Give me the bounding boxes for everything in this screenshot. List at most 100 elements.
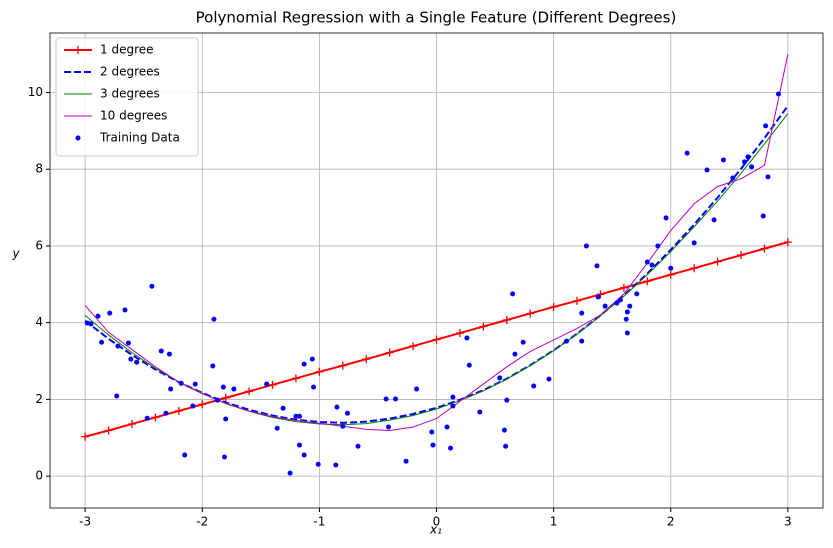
- data-point: [627, 303, 633, 309]
- data-point: [231, 386, 237, 392]
- data-point: [311, 384, 317, 390]
- data-point: [287, 470, 293, 476]
- data-point: [504, 397, 510, 403]
- data-point: [128, 356, 134, 362]
- data-point: [301, 452, 307, 458]
- data-point: [602, 303, 608, 309]
- marker: [690, 264, 699, 273]
- data-point: [385, 424, 391, 430]
- marker: [455, 329, 464, 338]
- legend-label: 10 degrees: [100, 109, 167, 123]
- marker: [268, 380, 277, 389]
- data-point: [450, 403, 456, 409]
- data-point: [649, 262, 655, 268]
- data-point: [293, 413, 299, 419]
- data-point: [624, 330, 630, 336]
- x-tick-label: -3: [79, 515, 91, 529]
- data-point: [309, 356, 315, 362]
- data-point: [166, 351, 172, 357]
- x-tick-label: 0: [433, 515, 441, 529]
- data-point: [393, 396, 399, 402]
- data-point: [617, 297, 623, 303]
- data-point: [775, 91, 781, 97]
- series-line: [84, 105, 789, 424]
- data-point: [595, 294, 601, 300]
- data-point: [211, 316, 217, 322]
- data-point: [220, 384, 226, 390]
- marker: [619, 283, 628, 292]
- data-point: [644, 259, 650, 265]
- data-point: [223, 416, 229, 422]
- data-point: [624, 309, 630, 315]
- data-point: [623, 316, 629, 322]
- marker: [502, 315, 511, 324]
- data-point: [444, 424, 450, 430]
- data-point: [264, 381, 270, 387]
- data-point: [510, 291, 516, 297]
- y-tick-label: 6: [35, 238, 43, 252]
- data-point: [448, 445, 454, 451]
- data-point: [429, 429, 435, 435]
- data-point: [383, 396, 389, 402]
- data-point: [564, 338, 570, 344]
- y-tick-label: 4: [35, 315, 43, 329]
- y-axis-label: y: [11, 247, 20, 261]
- legend: 1 degree 2 degrees 3 degrees 10 degrees Trai…: [55, 37, 199, 157]
- marker: [409, 342, 418, 351]
- marker: [362, 355, 371, 364]
- data-point: [99, 339, 105, 345]
- data-point: [594, 263, 600, 269]
- data-point: [192, 381, 198, 387]
- data-point: [114, 393, 120, 399]
- y-tick-label: 2: [35, 392, 43, 406]
- data-point: [414, 386, 420, 392]
- data-point: [214, 397, 220, 403]
- data-point: [711, 217, 717, 223]
- marker: [666, 270, 675, 279]
- marker: [760, 244, 769, 253]
- y-tick-label: 0: [35, 469, 43, 483]
- x-tick-label: -1: [313, 515, 325, 529]
- marker: [385, 348, 394, 357]
- data-point: [668, 265, 674, 271]
- data-point: [531, 383, 537, 389]
- marker: [245, 387, 254, 396]
- data-point: [334, 404, 340, 410]
- data-point: [88, 321, 94, 327]
- data-point: [655, 243, 661, 249]
- legend-marker: [74, 46, 82, 54]
- legend-box: [55, 37, 199, 157]
- marker: [291, 374, 300, 383]
- data-point: [749, 164, 755, 170]
- data-point: [333, 462, 339, 468]
- data-point: [583, 243, 589, 249]
- marker: [737, 251, 746, 260]
- data-point: [765, 174, 771, 180]
- marker: [713, 257, 722, 266]
- marker: [104, 426, 113, 435]
- data-point: [760, 213, 766, 219]
- marker: [643, 277, 652, 286]
- marker: [81, 432, 90, 441]
- data-point: [158, 348, 164, 354]
- legend-label: 3 degrees: [100, 87, 160, 101]
- data-point: [315, 461, 321, 467]
- marker: [221, 393, 230, 402]
- data-point: [296, 413, 302, 419]
- data-point: [691, 240, 697, 246]
- data-point: [430, 442, 436, 448]
- data-point: [745, 154, 751, 160]
- data-point: [720, 157, 726, 163]
- marker: [174, 406, 183, 415]
- data-point: [107, 310, 113, 316]
- data-point: [144, 415, 150, 421]
- legend-label: Training Data: [99, 131, 180, 145]
- data-point: [134, 359, 140, 365]
- data-point: [210, 363, 216, 369]
- data-point: [340, 423, 346, 429]
- marker: [315, 367, 324, 376]
- data-point: [663, 215, 669, 221]
- series-line: [84, 53, 789, 431]
